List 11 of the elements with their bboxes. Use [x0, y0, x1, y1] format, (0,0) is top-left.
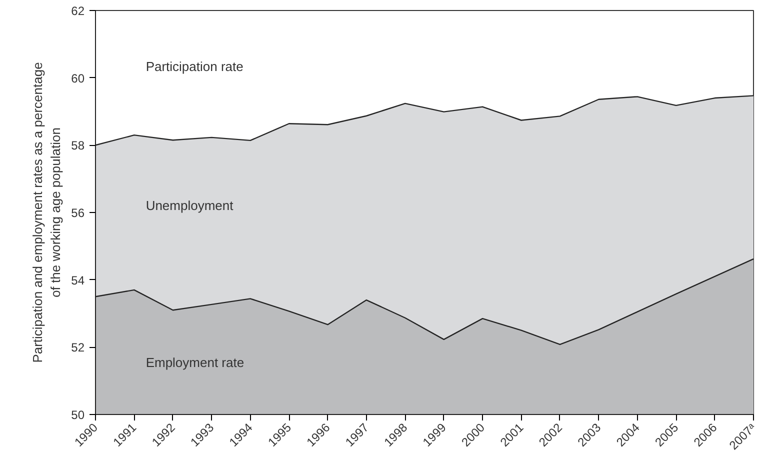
series-label: Employment rate — [146, 355, 244, 370]
y-tick-label: 62 — [71, 4, 85, 18]
y-tick-label: 52 — [71, 340, 85, 355]
y-tick-label: 54 — [71, 273, 85, 288]
y-tick-label: 50 — [71, 408, 85, 422]
annotation: Participation rate — [146, 59, 244, 74]
y-axis-title: Participation and employment rates as a percentage of the working age population — [30, 62, 64, 363]
y-tick-label: 56 — [71, 206, 85, 220]
y-tick-label: 60 — [71, 71, 85, 86]
y-tick-label: 58 — [71, 138, 85, 153]
annotation: Unemployment — [146, 198, 234, 213]
